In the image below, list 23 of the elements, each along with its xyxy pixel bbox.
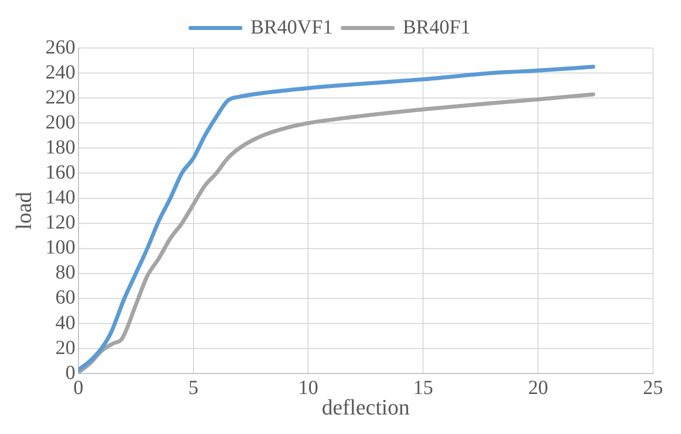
x-tick-label: 15 [413, 376, 434, 399]
y-tick-label: 160 [45, 161, 76, 184]
x-tick-label: 25 [643, 376, 663, 399]
x-axis-title: deflection [322, 394, 410, 420]
y-tick-label: 200 [45, 111, 76, 134]
y-tick-label: 240 [45, 61, 76, 84]
y-tick-label: 40 [55, 312, 76, 334]
y-tick-label: 180 [45, 136, 76, 158]
x-tick-label: 20 [528, 376, 548, 399]
x-tick-label: 5 [188, 376, 198, 399]
y-tick-label: 260 [45, 36, 76, 58]
y-tick-label: 220 [45, 86, 76, 108]
y-tick-label: 20 [55, 336, 76, 359]
legend-label: BR40VF1 [250, 16, 333, 38]
y-tick-label: 120 [45, 212, 76, 234]
y-axis-title: load [10, 192, 36, 230]
y-tick-label: 0 [65, 362, 76, 384]
y-tick-label: 60 [55, 286, 76, 309]
y-tick-label: 80 [55, 262, 76, 284]
x-tick-label: 10 [298, 376, 318, 399]
y-tick-label: 100 [45, 236, 76, 259]
legend-label: BR40F1 [402, 16, 471, 38]
y-tick-label: 140 [45, 186, 76, 209]
